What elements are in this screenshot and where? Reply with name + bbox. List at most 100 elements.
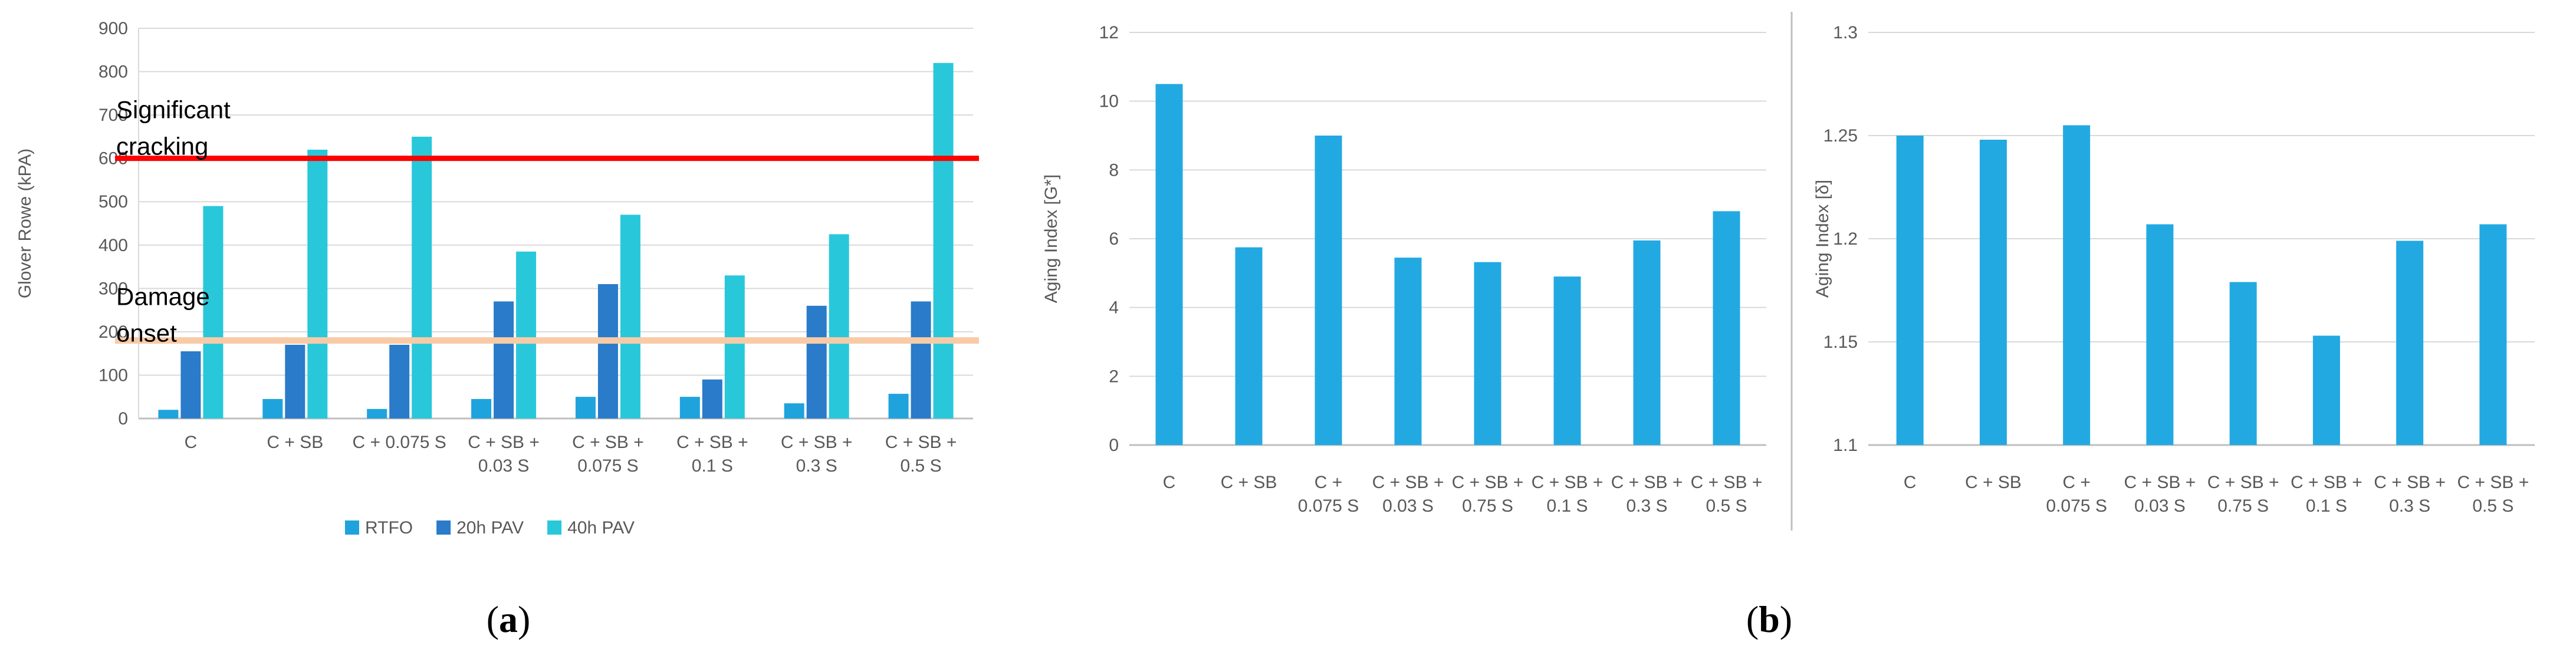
y-tick-label: 6 (1109, 229, 1119, 249)
x-tick-label: 0.075 S (2046, 496, 2107, 516)
y-tick-label: 100 (98, 365, 128, 385)
bar (412, 136, 432, 419)
y-tick-label: 1.2 (1833, 229, 1858, 249)
bar (158, 410, 179, 419)
x-tick-label: C + SB (1965, 473, 2022, 492)
bar (180, 351, 201, 419)
chart-b2-bars (1896, 125, 2507, 445)
bar (575, 397, 596, 419)
bar (389, 344, 410, 419)
chart-b2-x-tick-labels: C C + SB C + 0.075 S C + SB + 0.03 S C + SB + 0… (1904, 473, 2529, 516)
x-tick-label: C + SB + (1691, 473, 1763, 492)
bar (2479, 224, 2507, 445)
bar (1979, 140, 2007, 445)
x-tick-label: C + SB + (1532, 473, 1604, 492)
bar (1235, 247, 1263, 445)
x-tick-label: C + SB + (2374, 473, 2446, 492)
panel-label-b-open: ( (1746, 598, 1759, 640)
x-tick-label: C (1904, 473, 1917, 492)
x-tick-label: C + SB + (572, 433, 644, 452)
x-tick-label: C + (1315, 473, 1343, 492)
x-tick-label: C + SB (267, 433, 323, 452)
legend-swatch (436, 520, 451, 535)
x-tick-label: C (1163, 473, 1176, 492)
x-tick-label: 0.1 S (692, 456, 733, 476)
y-tick-label: 1.25 (1823, 126, 1858, 146)
chart-b2-y-axis-title: Aging Index [δ] (1813, 180, 1832, 298)
x-tick-label: 0.1 S (1546, 496, 1588, 516)
bar (2063, 125, 2091, 445)
y-tick-label: 500 (98, 192, 128, 212)
x-tick-label: C + SB + (1452, 473, 1524, 492)
x-tick-label: C + SB + (2124, 473, 2196, 492)
panel-label-b: (b) (1746, 598, 1792, 640)
bar (494, 301, 514, 419)
chart-b2-y-tick-labels: 1.1 1.15 1.2 1.25 1.3 (1823, 23, 1858, 455)
chart-b1-y-axis-title: Aging Index [G*] (1041, 174, 1061, 303)
panel-label-a-close: ) (518, 598, 530, 640)
bar (1155, 84, 1183, 445)
bar (203, 206, 224, 419)
bar (806, 305, 827, 419)
y-tick-label: 700 (98, 106, 128, 125)
x-tick-label: C + (2062, 473, 2091, 492)
y-tick-label: 10 (1099, 92, 1119, 111)
x-tick-label: C + SB + (2207, 473, 2279, 492)
bar (471, 398, 492, 419)
y-tick-label: 400 (98, 236, 128, 255)
y-tick-label: 800 (98, 62, 128, 82)
reference-line-label: cracking (116, 133, 208, 160)
reference-line-label: Damage (116, 283, 210, 311)
chart-aging-index-delta: 1.1 1.15 1.2 1.25 1.3 C C + SB C + 0.075 S C + S… (1813, 23, 2535, 516)
bar (2312, 335, 2340, 445)
y-tick-label: 4 (1109, 298, 1119, 318)
panel-label-a-open: ( (487, 598, 499, 640)
chart-aging-index-g: 0 2 4 6 8 10 12 C C + SB C + 0.075 S C + SB + 0.03 … (1041, 23, 1766, 516)
bar (1896, 136, 1924, 445)
y-tick-label: 8 (1109, 160, 1119, 180)
x-tick-label: C (185, 433, 198, 452)
x-tick-label: C + SB + (781, 433, 853, 452)
bar (1394, 258, 1422, 445)
y-tick-label: 900 (98, 19, 128, 38)
x-tick-label: 0.03 S (1382, 496, 1434, 516)
x-tick-label: 0.03 S (2134, 496, 2186, 516)
x-tick-label: C + SB + (885, 433, 957, 452)
legend-label: 20h PAV (456, 518, 524, 538)
y-tick-label: 12 (1099, 23, 1119, 42)
x-tick-label: C + SB (1221, 473, 1277, 492)
bar (933, 62, 954, 419)
bar (620, 215, 640, 419)
bar (1474, 262, 1501, 445)
y-tick-label: 1.15 (1823, 332, 1858, 352)
panel-label-b-close: ) (1780, 598, 1792, 640)
bar (367, 408, 387, 419)
bar (2396, 240, 2424, 445)
x-tick-label: C + SB + (1372, 473, 1444, 492)
x-tick-label: 0.3 S (2389, 496, 2430, 516)
bar (307, 149, 328, 419)
bar (679, 397, 700, 419)
chart-b1-bars (1155, 84, 1740, 445)
chart-b2-gridlines (1868, 32, 2535, 446)
chart-a-legend: RTFO 20h PAV 40h PAV (345, 518, 635, 538)
bar (784, 403, 804, 419)
reference-line-label: onset (116, 319, 177, 347)
bar (1553, 276, 1581, 445)
chart-a-y-axis-title: Glover Rowe (kPA) (15, 149, 35, 299)
x-tick-label: 0.1 S (2306, 496, 2347, 516)
bar (2229, 282, 2257, 445)
bar (724, 275, 745, 419)
x-tick-label: 0.3 S (796, 456, 837, 476)
panel-label-a: (a) (487, 598, 531, 640)
x-tick-label: 0.5 S (2472, 496, 2513, 516)
x-tick-label: C + SB + (2291, 473, 2363, 492)
reference-line-label: Significant (116, 96, 231, 124)
bar (597, 284, 618, 419)
legend-label: 40h PAV (567, 518, 635, 538)
bar (1713, 211, 1740, 445)
panel-label-b-letter: b (1759, 598, 1780, 640)
legend-label: RTFO (365, 518, 413, 538)
